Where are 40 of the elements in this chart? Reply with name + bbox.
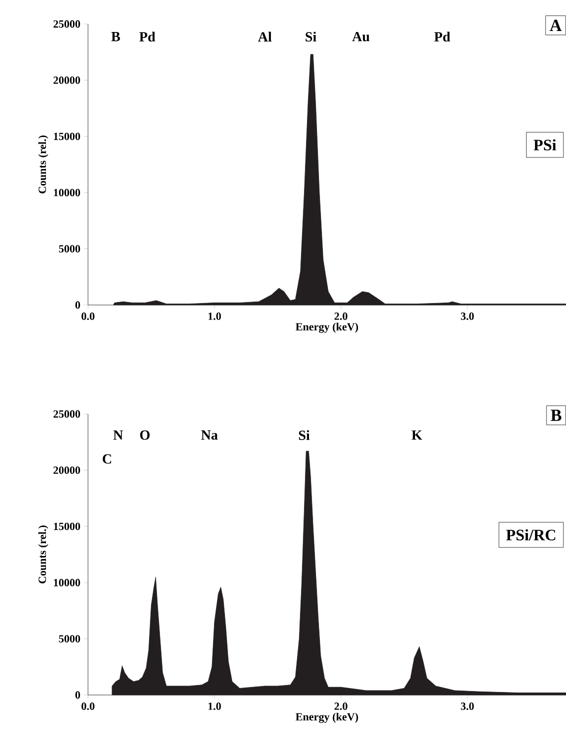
x-axis-title: Energy (keV)	[296, 322, 358, 333]
annotation: PSi/RC	[506, 529, 556, 540]
y-tick-label: 10000	[54, 188, 80, 196]
x-tick-label: 2.0	[334, 312, 348, 320]
x-tick-label: 1.0	[208, 702, 221, 710]
y-tick-label: 20000	[54, 76, 80, 84]
annotation: PSi	[534, 139, 556, 150]
annotation: A	[550, 20, 562, 31]
y-tick-label: 25000	[54, 20, 80, 28]
y-tick-label: 20000	[54, 466, 80, 474]
x-tick-label: 3.0	[460, 312, 474, 320]
annotation: Si	[306, 32, 316, 42]
annotation: Pd	[139, 32, 156, 42]
y-tick-label: 15000	[54, 522, 80, 530]
annotation: B	[550, 410, 562, 421]
y-tick-label: 15000	[54, 132, 80, 140]
x-tick-label: 1.0	[208, 312, 221, 320]
annotation: N	[113, 430, 123, 440]
y-tick-label: 25000	[54, 410, 80, 418]
y-axis-title: Counts (rel.)	[38, 526, 48, 584]
x-axis-title: Energy (keV)	[296, 712, 358, 723]
annotation: B	[111, 32, 120, 42]
annotation: O	[140, 430, 150, 440]
annotation: Pd	[434, 32, 450, 42]
y-tick-label: 0	[75, 301, 80, 309]
x-tick-label: 0.0	[82, 312, 94, 320]
annotation: K	[412, 430, 422, 440]
x-tick-label: 3.0	[460, 702, 474, 710]
y-tick-label: 5000	[59, 635, 80, 642]
annotation: Au	[352, 32, 370, 42]
annotation: Al	[258, 32, 272, 42]
x-tick-label: 2.0	[334, 702, 348, 710]
y-tick-label: 10000	[54, 578, 80, 586]
x-tick-label: 0.0	[82, 702, 94, 710]
y-axis-title: Counts (rel.)	[38, 136, 48, 194]
annotation: C	[102, 454, 112, 464]
annotation: Si	[298, 430, 310, 440]
annotation: Na	[201, 430, 218, 440]
y-tick-label: 0	[75, 691, 80, 699]
y-tick-label: 5000	[59, 245, 80, 252]
